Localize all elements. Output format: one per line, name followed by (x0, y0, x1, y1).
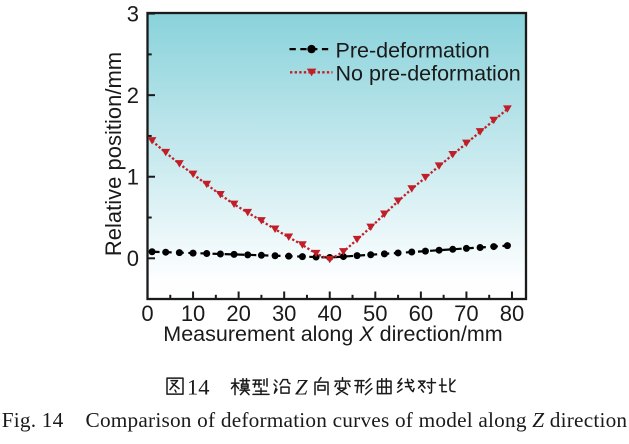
svg-text:70: 70 (454, 301, 478, 326)
svg-text:Relative position/mm: Relative position/mm (101, 52, 126, 256)
svg-text:No pre-deformation: No pre-deformation (336, 62, 521, 86)
svg-text:1: 1 (127, 165, 139, 190)
svg-text:2: 2 (127, 83, 139, 108)
svg-text:3: 3 (127, 1, 139, 26)
svg-text:Pre-deformation: Pre-deformation (336, 38, 490, 62)
svg-text:30: 30 (272, 301, 296, 326)
svg-text:10: 10 (181, 301, 205, 326)
svg-text:0: 0 (141, 301, 153, 326)
svg-text:Measurement along X direction/: Measurement along X direction/mm (163, 322, 502, 346)
svg-text:Fig. 14 Comparison of defor: Fig. 14 Comparison of deformation curves… (2, 408, 628, 432)
svg-text:40: 40 (317, 301, 341, 326)
svg-text:0: 0 (127, 246, 139, 271)
svg-text:60: 60 (409, 301, 433, 326)
svg-text:Z: Z (295, 374, 308, 399)
svg-text:80: 80 (500, 301, 524, 326)
svg-text:14: 14 (187, 374, 210, 399)
svg-text:50: 50 (363, 301, 387, 326)
svg-text:20: 20 (226, 301, 250, 326)
